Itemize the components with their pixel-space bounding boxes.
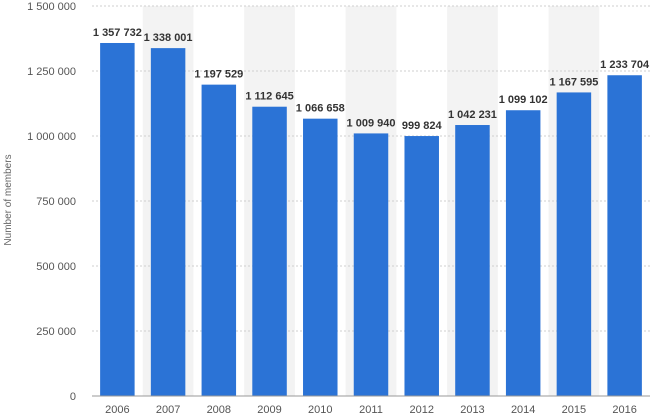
- bar: [556, 92, 592, 397]
- x-tick-label: 2009: [257, 404, 281, 416]
- x-tick-label: 2012: [409, 404, 433, 416]
- data-label: 1 197 529: [194, 69, 243, 81]
- y-axis-ticks: 0 250 000 500 000 750 000 1 000 000 1 250 000…: [27, 1, 76, 403]
- y-tick-label: 250 000: [36, 326, 76, 338]
- y-tick-label: 750 000: [36, 196, 76, 208]
- x-axis-ticks: 2006 2007 2008 2009 2010 2011 2012 2013 2014 2015…: [105, 404, 637, 416]
- x-tick-label: 2014: [511, 404, 535, 416]
- x-tick-label: 2011: [359, 404, 383, 416]
- x-tick-label: 2007: [156, 404, 180, 416]
- data-label: 1 233 704: [600, 59, 650, 71]
- bar: [353, 133, 389, 397]
- bar: [252, 106, 287, 396]
- bar: [150, 48, 186, 396]
- bar: [505, 110, 541, 396]
- y-tick-label: 0: [70, 391, 76, 403]
- data-label: 1 357 732: [93, 27, 142, 39]
- y-axis-label: Number of members: [3, 154, 14, 245]
- bars: [100, 42, 642, 397]
- bar: [455, 125, 490, 396]
- y-tick-label: 1 000 000: [27, 131, 76, 143]
- x-tick-label: 2008: [207, 404, 231, 416]
- x-tick-label: 2015: [562, 404, 586, 416]
- data-label: 1 112 645: [245, 91, 293, 103]
- y-tick-label: 1 250 000: [27, 66, 76, 78]
- data-label: 1 042 231: [448, 109, 497, 121]
- data-label: 1 066 658: [296, 103, 345, 115]
- bar: [404, 136, 439, 396]
- data-label: 1 167 595: [549, 76, 598, 88]
- y-tick-label: 500 000: [36, 261, 76, 273]
- x-tick-label: 2013: [460, 404, 484, 416]
- x-tick-label: 2006: [105, 404, 129, 416]
- bar: [303, 118, 338, 397]
- bar: [607, 75, 642, 396]
- data-label: 1 099 102: [499, 94, 548, 106]
- data-label: 999 824: [402, 120, 443, 132]
- bar: [201, 84, 237, 397]
- data-label: 1 009 940: [347, 117, 396, 129]
- bar: [100, 42, 135, 396]
- y-tick-label: 1 500 000: [27, 1, 76, 13]
- x-tick-label: 2010: [308, 404, 332, 416]
- x-tick-label: 2016: [612, 404, 636, 416]
- data-label: 1 338 001: [144, 32, 193, 44]
